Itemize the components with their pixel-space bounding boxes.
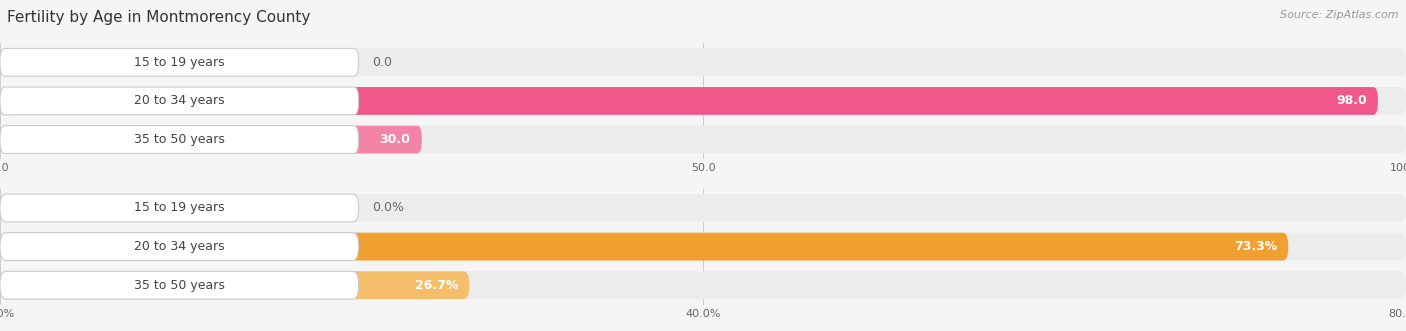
FancyBboxPatch shape: [0, 271, 359, 299]
Text: 35 to 50 years: 35 to 50 years: [134, 279, 225, 292]
FancyBboxPatch shape: [0, 126, 359, 154]
FancyBboxPatch shape: [0, 233, 1406, 260]
FancyBboxPatch shape: [0, 87, 1406, 115]
Text: Source: ZipAtlas.com: Source: ZipAtlas.com: [1281, 10, 1399, 20]
FancyBboxPatch shape: [0, 233, 359, 260]
FancyBboxPatch shape: [0, 271, 470, 299]
FancyBboxPatch shape: [0, 126, 1406, 154]
FancyBboxPatch shape: [0, 48, 1406, 76]
FancyBboxPatch shape: [0, 87, 359, 115]
Text: 0.0: 0.0: [373, 56, 392, 69]
FancyBboxPatch shape: [0, 48, 359, 76]
Text: 35 to 50 years: 35 to 50 years: [134, 133, 225, 146]
FancyBboxPatch shape: [0, 194, 359, 222]
FancyBboxPatch shape: [0, 271, 1406, 299]
Text: 98.0: 98.0: [1336, 94, 1367, 108]
Text: 15 to 19 years: 15 to 19 years: [134, 202, 225, 214]
FancyBboxPatch shape: [0, 126, 422, 154]
Text: 73.3%: 73.3%: [1233, 240, 1277, 253]
Text: 0.0%: 0.0%: [373, 202, 405, 214]
FancyBboxPatch shape: [0, 194, 1406, 222]
Text: Fertility by Age in Montmorency County: Fertility by Age in Montmorency County: [7, 10, 311, 25]
Text: 20 to 34 years: 20 to 34 years: [134, 94, 225, 108]
Text: 15 to 19 years: 15 to 19 years: [134, 56, 225, 69]
FancyBboxPatch shape: [0, 87, 1378, 115]
Text: 26.7%: 26.7%: [415, 279, 458, 292]
Text: 30.0: 30.0: [380, 133, 411, 146]
Text: 20 to 34 years: 20 to 34 years: [134, 240, 225, 253]
FancyBboxPatch shape: [0, 233, 1288, 260]
